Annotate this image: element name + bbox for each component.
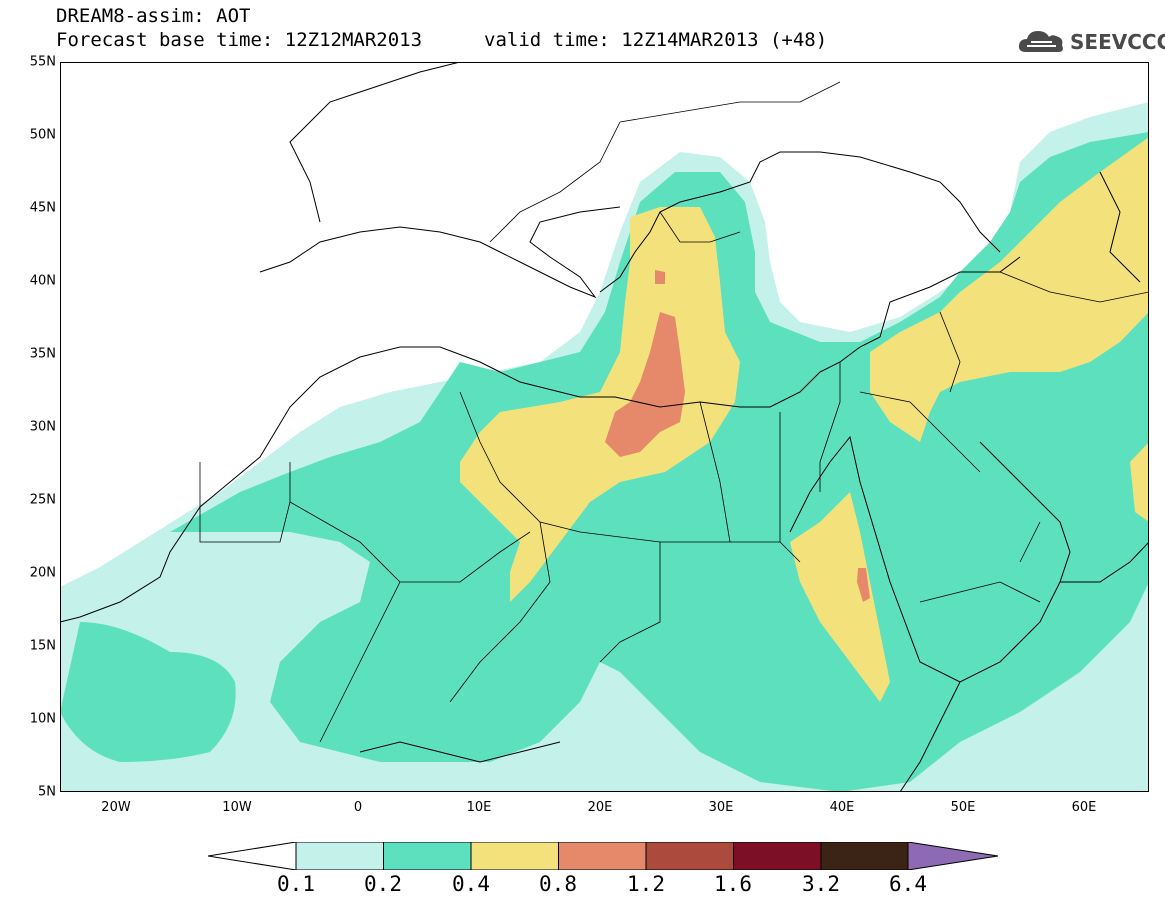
colorbar-cell	[295, 842, 384, 870]
map-title: DREAM8-assim: AOT	[56, 5, 251, 27]
cloud-icon	[1018, 31, 1063, 52]
colorbar-label: 1.2	[627, 872, 665, 896]
colorbar-label: 0.8	[539, 872, 577, 896]
logo-text: SEEVCCC	[1070, 30, 1165, 54]
colorbar-label: 3.2	[802, 872, 840, 896]
colorbar-cell	[383, 842, 472, 870]
lon-label: 0	[353, 800, 363, 815]
aot-map	[60, 62, 1149, 792]
lat-label: 20N	[29, 565, 56, 581]
aot-field-map	[60, 62, 1149, 792]
colorbar-label: 6.4	[889, 872, 927, 896]
colorbar-label: 0.4	[452, 872, 490, 896]
lat-label: 50N	[29, 127, 56, 143]
colorbar-cells	[295, 842, 909, 870]
lat-label: 40N	[29, 273, 56, 289]
lat-label: 35N	[29, 346, 56, 362]
lat-label: 55N	[29, 54, 56, 70]
country-borders	[199, 81, 1149, 743]
colorbar-cell	[733, 842, 822, 870]
lat-label: 25N	[29, 492, 56, 508]
lon-label: 60E	[1071, 800, 1097, 815]
colorbar-cell	[470, 842, 559, 870]
lon-label: 40E	[829, 800, 855, 815]
lon-label: 10E	[466, 800, 492, 815]
forecast-base-time: Forecast base time: 12Z12MAR2013	[56, 29, 423, 51]
aot-high-region	[605, 270, 870, 602]
lon-label: 20E	[587, 800, 613, 815]
aot-contours	[60, 102, 1149, 792]
colorbar	[208, 842, 998, 870]
colorbar-cell	[558, 842, 647, 870]
colorbar-label: 0.2	[364, 872, 402, 896]
aot-mid-region	[460, 137, 1149, 702]
lon-label: 20W	[101, 800, 131, 815]
seevccc-logo: SEEVCCC	[1018, 26, 1165, 58]
lat-label: 10N	[29, 711, 56, 727]
colorbar-under-arrow	[208, 842, 297, 870]
colorbar-over-arrow	[907, 842, 998, 870]
lat-label: 5N	[38, 784, 56, 800]
coastlines	[60, 62, 1149, 792]
colorbar-cell	[820, 842, 909, 870]
lon-label: 30E	[708, 800, 734, 815]
lat-label: 15N	[29, 638, 56, 654]
lon-label: 10W	[222, 800, 252, 815]
valid-time: valid time: 12Z14MAR2013 (+48)	[484, 29, 828, 51]
lon-label: 50E	[950, 800, 976, 815]
lat-label: 45N	[29, 200, 56, 216]
colorbar-cell	[645, 842, 734, 870]
colorbar-label: 0.1	[277, 872, 315, 896]
lat-label: 30N	[29, 419, 56, 435]
colorbar-label: 1.6	[714, 872, 752, 896]
